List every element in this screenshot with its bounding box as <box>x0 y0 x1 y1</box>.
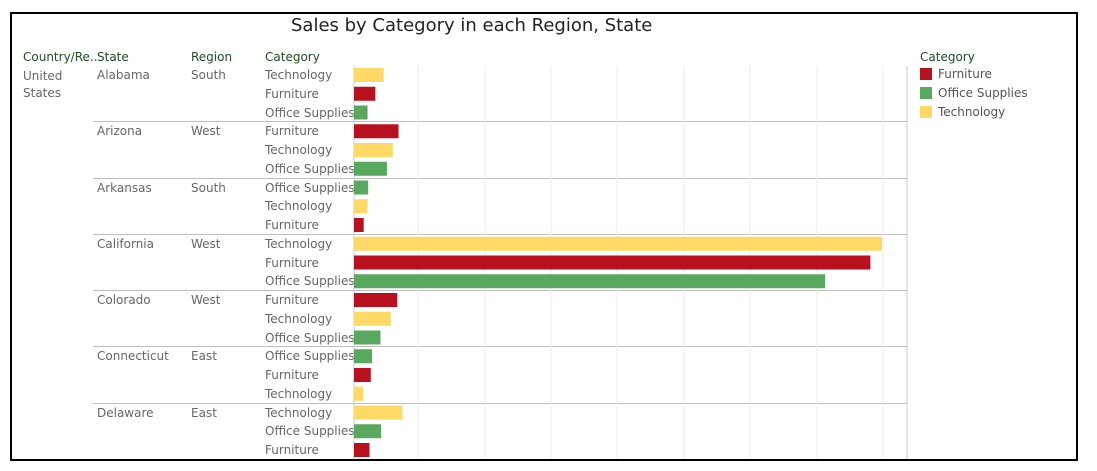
group-separator <box>93 346 907 348</box>
bar-delaware-technology[interactable] <box>354 405 403 420</box>
region-label[interactable]: South <box>191 68 226 82</box>
group-separator <box>93 402 907 404</box>
category-label[interactable]: Technology <box>265 405 333 420</box>
region-label[interactable]: East <box>191 349 217 364</box>
legend-title: Category <box>920 50 975 64</box>
header-country[interactable]: Country/Re.. <box>23 50 98 64</box>
state-label[interactable]: Colorado <box>97 293 151 307</box>
bar-california-technology[interactable] <box>354 236 882 251</box>
bar-colorado-furniture[interactable] <box>354 293 398 307</box>
category-label[interactable]: Office Supplies <box>265 424 355 439</box>
legend-item-technology[interactable]: Technology <box>920 105 1005 121</box>
bar-connecticut-technology[interactable] <box>354 386 364 401</box>
state-label[interactable]: Delaware <box>97 405 154 420</box>
bar-alabama-office-supplies[interactable] <box>354 105 368 120</box>
bar-colorado-technology[interactable] <box>354 311 391 326</box>
legend-swatch-technology <box>920 106 932 118</box>
category-label[interactable]: Technology <box>265 199 333 214</box>
category-label[interactable]: Office Supplies <box>265 105 355 120</box>
header-category[interactable]: Category <box>265 50 320 64</box>
region-label[interactable]: West <box>191 293 221 307</box>
category-label[interactable]: Technology <box>265 143 333 157</box>
category-label[interactable]: Technology <box>265 236 333 251</box>
chart-title: Sales by Category in each Region, State <box>291 15 653 36</box>
bar-connecticut-office-supplies[interactable] <box>354 349 373 364</box>
category-label[interactable]: Furniture <box>265 368 319 382</box>
region-label[interactable]: South <box>191 180 226 195</box>
legend-label-technology: Technology <box>938 105 1006 119</box>
group-separator <box>93 290 907 291</box>
region-label[interactable]: West <box>191 236 221 251</box>
group-separator <box>93 177 907 179</box>
group-separator <box>93 233 907 235</box>
state-label[interactable]: California <box>97 236 154 251</box>
state-label[interactable]: Connecticut <box>97 349 169 364</box>
bar-alabama-technology[interactable] <box>354 68 384 82</box>
category-label[interactable]: Furniture <box>265 255 319 270</box>
category-label[interactable]: Technology <box>265 386 333 401</box>
header-state[interactable]: State <box>97 50 129 64</box>
category-label[interactable]: Office Supplies <box>265 349 355 364</box>
category-label[interactable]: Office Supplies <box>265 330 355 345</box>
bar-delaware-furniture[interactable] <box>354 443 370 457</box>
country-line-1: United <box>23 69 63 83</box>
category-label[interactable]: Furniture <box>265 218 319 232</box>
legend-item-office-supplies[interactable]: Office Supplies <box>920 86 1028 102</box>
category-label[interactable]: Office Supplies <box>265 274 355 289</box>
legend-item-furniture[interactable]: Furniture <box>920 67 992 83</box>
category-label[interactable]: Furniture <box>265 293 319 307</box>
legend-label-furniture: Furniture <box>938 67 992 81</box>
group-separator <box>93 121 907 123</box>
bar-california-furniture[interactable] <box>354 255 871 270</box>
state-label[interactable]: Alabama <box>97 68 150 82</box>
category-label[interactable]: Technology <box>265 311 333 326</box>
region-label[interactable]: West <box>191 124 221 139</box>
bar-arizona-office-supplies[interactable] <box>354 161 387 176</box>
country-line-2: States <box>23 86 62 100</box>
legend-swatch-office-supplies <box>920 87 932 99</box>
bar-arizona-furniture[interactable] <box>354 124 399 139</box>
legend-label-office-supplies: Office Supplies <box>938 86 1028 100</box>
bar-arkansas-office-supplies[interactable] <box>354 180 369 195</box>
category-label[interactable]: Furniture <box>265 86 319 101</box>
bar-arkansas-furniture[interactable] <box>354 218 364 232</box>
bar-alabama-furniture[interactable] <box>354 86 376 101</box>
legend-swatch-furniture <box>920 68 932 80</box>
bar-arizona-technology[interactable] <box>354 143 393 157</box>
bar-california-office-supplies[interactable] <box>354 274 826 289</box>
category-label[interactable]: Technology <box>265 68 333 82</box>
bar-colorado-office-supplies[interactable] <box>354 330 381 345</box>
category-label[interactable]: Furniture <box>265 124 319 139</box>
country-label: United States <box>23 68 83 102</box>
state-label[interactable]: Arizona <box>97 124 143 139</box>
bar-connecticut-furniture[interactable] <box>354 368 371 382</box>
bar-delaware-office-supplies[interactable] <box>354 424 382 439</box>
state-label[interactable]: Arkansas <box>97 180 152 195</box>
bar-arkansas-technology[interactable] <box>354 199 368 214</box>
category-label[interactable]: Office Supplies <box>265 180 355 195</box>
category-label[interactable]: Office Supplies <box>265 161 355 176</box>
category-label[interactable]: Furniture <box>265 443 319 457</box>
chart-frame <box>10 12 1078 461</box>
header-region[interactable]: Region <box>191 50 233 64</box>
region-label[interactable]: East <box>191 405 217 420</box>
